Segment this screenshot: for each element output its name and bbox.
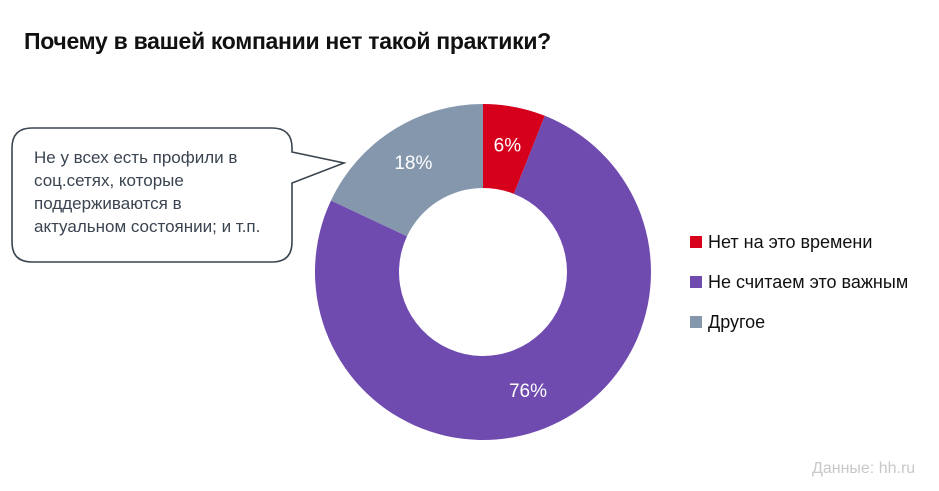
legend-swatch xyxy=(690,236,702,248)
callout-line: Не у всех есть профили в xyxy=(34,148,238,167)
donut-slice xyxy=(315,115,651,441)
slice-label: 18% xyxy=(394,153,432,174)
legend-item: Другое xyxy=(690,302,908,342)
callout-line: поддерживаются в xyxy=(34,194,182,213)
donut-slice xyxy=(483,104,545,194)
legend-item: Не считаем это важным xyxy=(690,262,908,302)
legend: Нет на это времени Не считаем это важным… xyxy=(690,222,908,342)
slice-label: 76% xyxy=(509,381,547,402)
callout-line: соц.сетях, которые xyxy=(34,171,184,190)
source-note: Данные: hh.ru xyxy=(812,460,916,477)
legend-label: Другое xyxy=(708,311,766,332)
donut-slice xyxy=(330,104,483,237)
callout-bubble xyxy=(11,127,347,263)
slice-labels: 6% 76% 18% xyxy=(394,135,547,402)
slice-label: 6% xyxy=(494,135,522,156)
donut-slices xyxy=(315,104,651,441)
callout-text: Не у всех есть профили в соц.сетях, кото… xyxy=(34,146,284,238)
legend-item: Нет на это времени xyxy=(690,222,908,262)
legend-swatch xyxy=(690,316,702,328)
chart-title: Почему в вашей компании нет такой практи… xyxy=(24,28,551,54)
legend-swatch xyxy=(690,276,702,288)
legend-label: Не считаем это важным xyxy=(708,271,909,292)
legend-label: Нет на это времени xyxy=(708,231,873,252)
callout-line: актуальном состоянии; и т.п. xyxy=(34,217,261,236)
